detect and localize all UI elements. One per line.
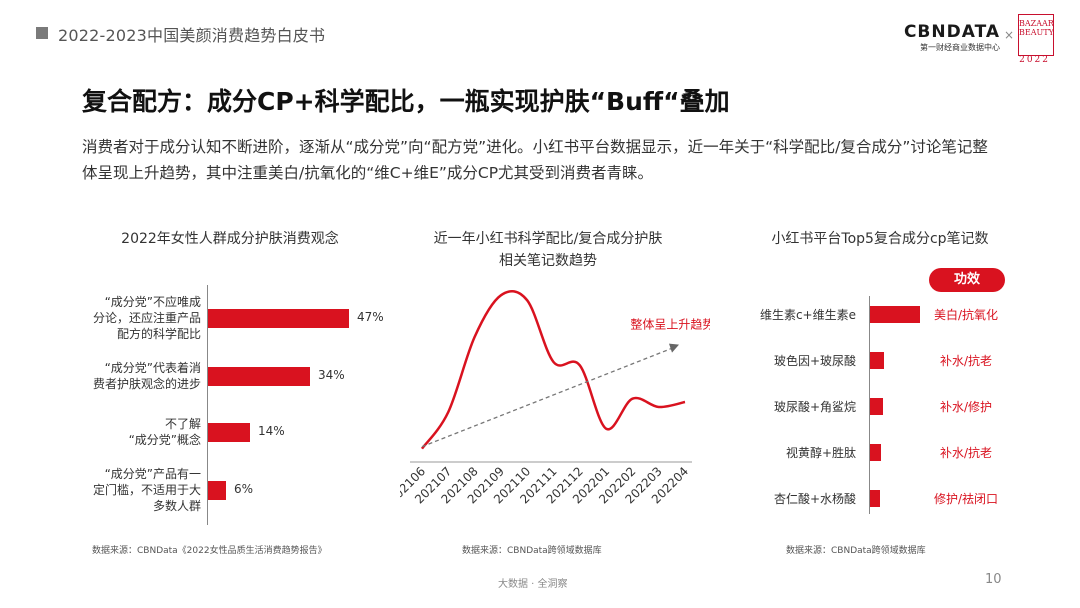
left-chart-source: 数据来源：CBNData《2022女性品质生活消费趋势报告》	[92, 546, 327, 556]
right-bar	[870, 444, 881, 461]
left-bar-category-line: “成分党”代表着消	[104, 361, 201, 375]
bazaar-beauty-logo: BAZAAR BEAUTY	[1018, 14, 1054, 56]
right-bar	[870, 398, 883, 415]
left-bar-category-line: “成分党”产品有一	[104, 467, 201, 481]
right-bar-category-label: 玻色因+玻尿酸	[773, 354, 856, 368]
trend-arrow-head	[669, 343, 679, 353]
left-bar	[208, 481, 226, 500]
left-bar-category-line: 配方的科学配比	[116, 327, 201, 341]
left-bar-value-label: 6%	[234, 482, 254, 496]
right-bar-effect-label: 补水/修护	[939, 400, 993, 414]
left-bar-value-label: 47%	[357, 310, 384, 324]
report-marker	[36, 27, 48, 39]
right-bar-category-label: 维生素c+维生素e	[759, 308, 856, 322]
left-bar	[208, 309, 349, 328]
right-bar	[870, 306, 920, 323]
footer-slogan: 大数据 · 全洞察	[498, 579, 568, 590]
left-bar-category-line: “成分党”概念	[128, 433, 201, 447]
page-headline: 复合配方：成分CP+科学配比，一瓶实现护肤“Buff“叠加	[82, 87, 730, 116]
left-bar-category-label: 不了解 “成分党”概念	[77, 416, 201, 448]
report-title: 2022-2023中国美颜消费趋势白皮书	[58, 26, 326, 45]
right-bar	[870, 490, 880, 507]
effect-badge: 功效	[929, 268, 1005, 292]
bazaar-year: 2022	[1019, 55, 1050, 65]
left-bar	[208, 367, 310, 386]
cbndata-tagline: 第一财经商业数据中心	[920, 43, 1000, 52]
left-chart-axis	[207, 285, 208, 525]
left-bar-category-line: 不了解	[164, 417, 201, 431]
left-bar-category-label: “成分党”代表着消费者护肤观念的进步	[77, 360, 201, 392]
trend-annotation: 整体呈上升趋势	[630, 317, 710, 332]
left-chart-title: 2022年女性人群成分护肤消费观念	[121, 231, 339, 247]
left-bar-value-label: 14%	[258, 424, 285, 438]
cbndata-logo: CBNDATA	[903, 22, 1000, 42]
page-number: 10	[985, 572, 1002, 587]
trend-dashed-line	[421, 348, 672, 448]
right-chart-source: 数据来源：CBNData跨领域数据库	[786, 546, 926, 556]
right-bar-category-label: 视黄醇+胜肽	[785, 446, 856, 460]
middle-chart-title-2: 相关笔记数趋势	[499, 253, 597, 269]
left-bar-category-line: “成分党”不应唯成	[104, 295, 201, 309]
right-bar-category-label: 杏仁酸+水杨酸	[773, 492, 856, 506]
right-bar-effect-label: 美白/抗氧化	[933, 308, 999, 322]
right-bar-effect-label: 修护/祛闭口	[933, 492, 999, 506]
left-bar-category-line: 多数人群	[152, 499, 201, 513]
intro-paragraph: 消费者对于成分认知不断进阶，逐渐从“成分党”向“配方党”进化。小红书平台数据显示…	[82, 138, 988, 182]
left-bar	[208, 423, 250, 442]
trend-line-chart: 整体呈上升趋势202106202107202108202109202110202…	[400, 290, 710, 507]
right-bar-effect-label: 补水/抗老	[939, 354, 993, 368]
left-bar-category-label: “成分党”不应唯成分论，还应注重产品配方的科学配比	[77, 294, 201, 342]
right-chart-axis	[869, 296, 870, 514]
middle-chart-title-1: 近一年小红书科学配比/复合成分护肤	[433, 231, 663, 247]
trend-series-line	[420, 290, 686, 450]
left-bar-category-label: “成分党”产品有一定门槛，不适用于大多数人群	[77, 466, 201, 514]
right-bar	[870, 352, 884, 369]
right-bar-effect-label: 补水/抗老	[939, 446, 993, 460]
times-sign: ×	[1003, 28, 1014, 42]
right-chart-title: 小红书平台Top5复合成分cp笔记数	[771, 231, 989, 247]
left-bar-value-label: 34%	[318, 368, 345, 382]
middle-chart-source: 数据来源：CBNData跨领域数据库	[462, 546, 602, 556]
right-bar-category-label: 玻尿酸+角鲨烷	[773, 400, 856, 414]
left-bar-category-line: 定门槛，不适用于大	[92, 483, 201, 497]
left-bar-category-line: 分论，还应注重产品	[92, 311, 201, 325]
left-bar-category-line: 费者护肤观念的进步	[92, 377, 201, 391]
